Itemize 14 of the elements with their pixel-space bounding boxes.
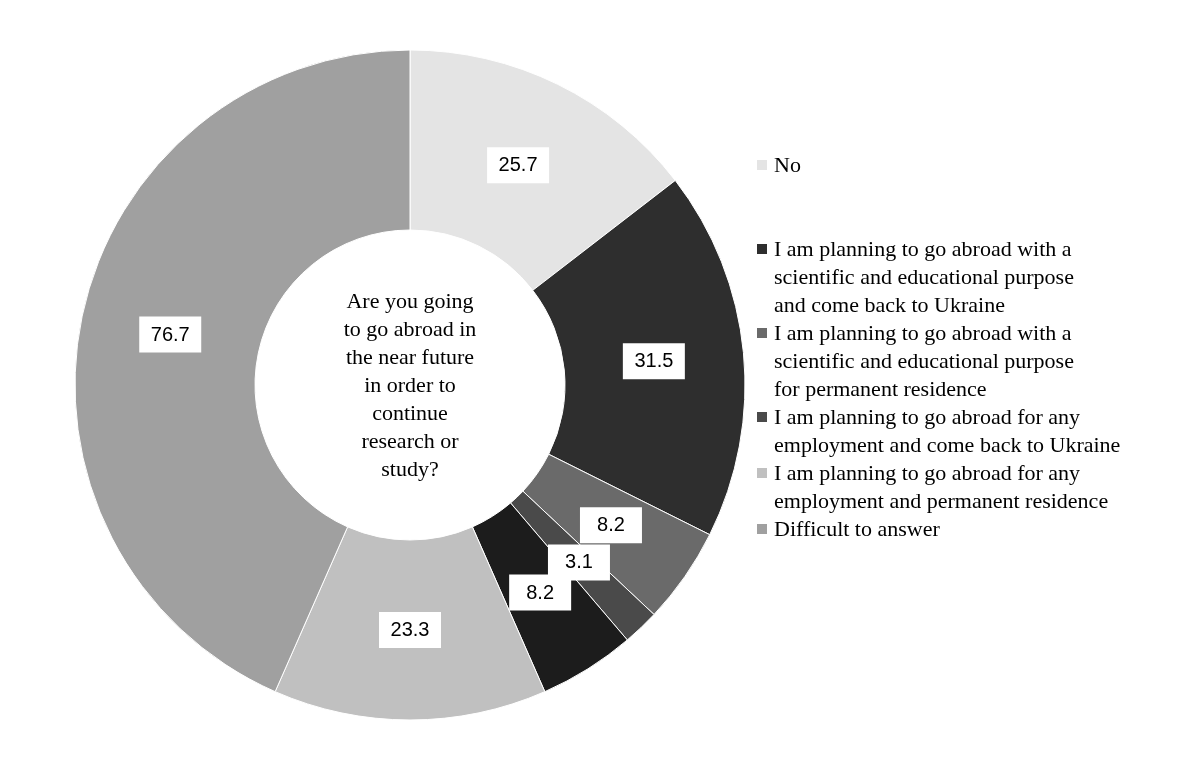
legend-label: I am planning to go abroad for any employment and permanent residence	[774, 460, 1109, 513]
legend-label: No	[774, 152, 801, 177]
text: Are you going to go abroad in the near future in order to continue research or study?	[343, 288, 477, 481]
data-label: 31.5	[634, 349, 674, 372]
data-label: 76.7	[150, 322, 190, 345]
legend-label: I am planning to go abroad for any employment and come back to Ukraine	[774, 404, 1121, 457]
data-label: 23.3	[390, 618, 430, 640]
legend-label: I am planning to go abroad with a scientific and educational purpose and come back to Ukraine	[774, 236, 1074, 317]
data-label: 3.1	[565, 550, 593, 573]
data-label: 8.2	[597, 513, 625, 536]
data-label: 25.7	[498, 153, 538, 176]
legend-label: I am planning to go abroad with a scientific and educational purpose for permanent residence	[774, 320, 1074, 401]
legend-label: Difficult to answer	[774, 516, 941, 541]
data-label: 8.2	[526, 580, 555, 603]
